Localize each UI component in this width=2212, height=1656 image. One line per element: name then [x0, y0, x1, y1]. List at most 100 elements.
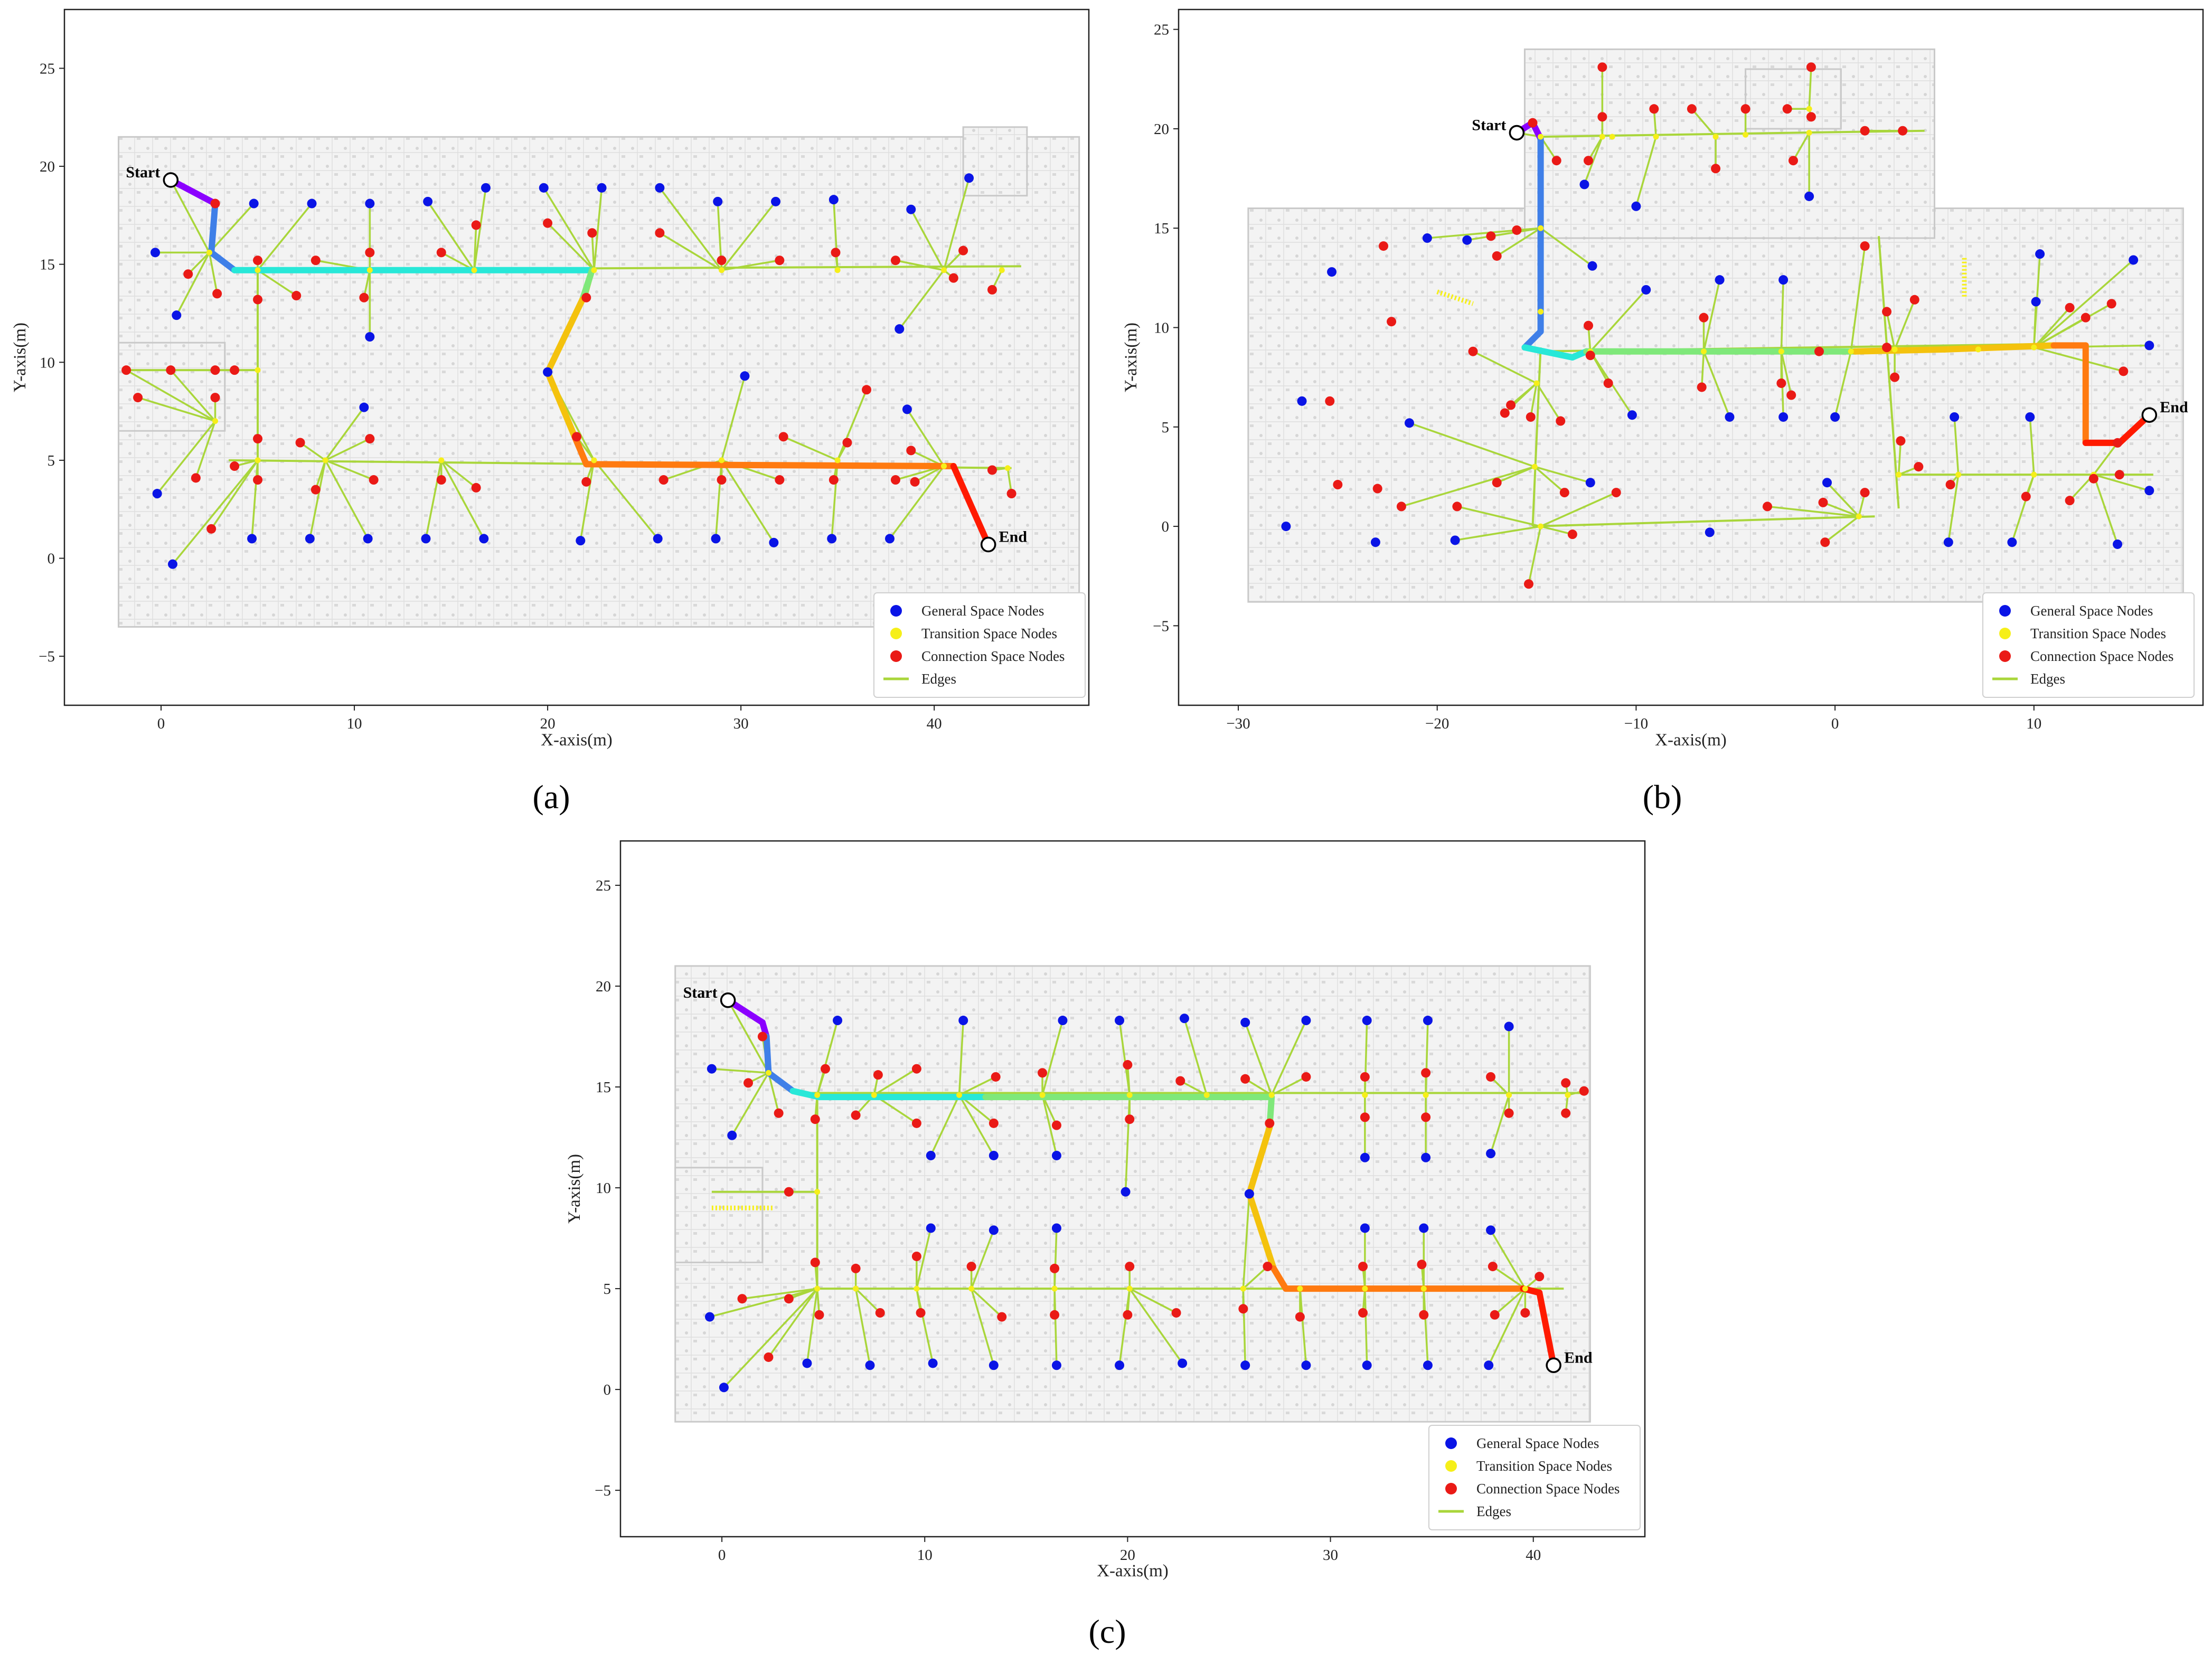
panel-b-general-node	[1725, 412, 1735, 422]
panel-c-general-node	[989, 1225, 999, 1235]
panel-c-connection-node	[764, 1352, 774, 1362]
panel-c-general-node	[1051, 1360, 1061, 1370]
panel-a-connection-node	[572, 432, 581, 442]
panel-a-connection-node	[191, 473, 201, 483]
panel-c-xtick-label: 10	[917, 1547, 933, 1564]
panel-b-connection-node	[1551, 156, 1561, 166]
panel-a-edge	[783, 436, 838, 461]
panel-a-connection-node	[543, 218, 553, 228]
panel-c-connection-node	[997, 1312, 1007, 1322]
panel-b-chart: Start End −30 −20 −10 0 10 −5 0 5 10 15 20 25 X-axis…	[1122, 8, 2204, 816]
panel-b-transition-node	[1538, 225, 1544, 231]
panel-b-ytick-label: 5	[1162, 419, 1170, 436]
panel-c-connection-node	[1520, 1308, 1530, 1318]
panel-b-connection-node	[1584, 156, 1593, 166]
panel-a-edge	[720, 375, 746, 461]
panel-b-edge	[1528, 526, 1542, 584]
panel-a-edges	[122, 177, 1021, 565]
panel-a-xtick-label: 0	[157, 715, 165, 732]
panel-b-transition-node	[1891, 346, 1898, 353]
panel-c-general-node	[1504, 1021, 1514, 1032]
panel-c-nodes: Start End	[683, 984, 1593, 1393]
panel-c-connection-node	[737, 1294, 747, 1304]
panel-a-transition-node	[255, 457, 261, 463]
panel-b-legend-label: Edges	[2030, 671, 2065, 687]
panel-a-connection-node	[210, 393, 220, 403]
panel-b-xtick-label: 10	[2026, 715, 2041, 732]
panel-b-edge	[1702, 279, 1721, 352]
panel-a-edge	[898, 269, 945, 330]
panel-c-general-node	[833, 1016, 843, 1026]
panel-a-general-node	[543, 367, 553, 377]
panel-b-corridor-edge	[1531, 347, 1542, 527]
panel-a-connection-node	[906, 446, 916, 456]
panel-b-connection-node	[2065, 302, 2075, 313]
panel-a-legend-label: General Space Nodes	[921, 603, 1044, 619]
panel-a-connection-node	[436, 475, 446, 485]
panel-a-connection-node	[253, 295, 263, 305]
panel-a-general-node	[365, 198, 375, 209]
panel-b-connection-node	[1611, 488, 1621, 498]
panel-a-edge	[440, 460, 485, 540]
panel-b-edge	[1780, 351, 1792, 395]
panel-a-edge	[175, 252, 211, 316]
panel-c-edge	[971, 1288, 1003, 1318]
panel-c-transition-node	[1506, 1092, 1512, 1098]
panel-b-general-node	[1462, 235, 1472, 245]
panel-a-connection-node	[295, 438, 305, 448]
panel-a-transition-node	[1004, 465, 1011, 471]
panel-c-edge	[958, 1020, 964, 1095]
panel-a-connection-node	[831, 248, 841, 258]
panel-c-connection-node	[1419, 1310, 1429, 1320]
panel-c-edge	[1271, 1076, 1307, 1096]
panel-c-connection-node	[1358, 1308, 1368, 1318]
panel-b-connection-node	[1820, 537, 1830, 547]
panel-a-edge	[251, 460, 259, 539]
panel-c-transition-node	[1362, 1285, 1368, 1292]
panel-a-transition-node	[255, 267, 261, 273]
panel-b-edge	[1894, 299, 1916, 350]
panel-c-transition-node	[814, 1285, 821, 1292]
panel-c-transition-node	[1126, 1285, 1133, 1292]
panel-c-general-node	[1362, 1360, 1372, 1370]
panel-b-connection-node	[1818, 497, 1828, 507]
panel-c-edge	[731, 1072, 769, 1136]
panel-b-transition-node	[1653, 134, 1659, 140]
panel-b-floor-area	[1247, 207, 2184, 603]
panel-a-edge	[325, 459, 374, 481]
panel-c-transition-node	[814, 1189, 821, 1195]
panel-b-xtick-label: 0	[1831, 715, 1839, 732]
panel-b-legend-label: General Space Nodes	[2030, 603, 2153, 619]
panel-b-transition-node	[1955, 471, 1962, 478]
panel-c-connection-node	[1125, 1114, 1135, 1124]
panel-b-connection-node	[1890, 372, 1900, 382]
panel-c-general-node	[1058, 1016, 1068, 1026]
panel-a-connection-node	[862, 385, 872, 395]
panel-c-xtick-label: 20	[1120, 1547, 1135, 1564]
panel-b-ytick-label: 25	[1154, 22, 1169, 39]
panel-b-edge	[1455, 525, 1541, 542]
panel-a-edge	[543, 187, 595, 271]
panel-b-edge	[2033, 307, 2070, 348]
panel-b-ytick-label: −5	[1153, 618, 1169, 635]
panel-c-connection-node	[1360, 1112, 1370, 1122]
panel-b-connection-node	[1506, 400, 1516, 410]
panel-c-connection-node	[1561, 1078, 1571, 1088]
panel-c-connection-node	[814, 1310, 824, 1320]
panel-b-general-node	[1579, 179, 1589, 190]
panel-c-legend-swatch	[1445, 1437, 1457, 1449]
panel-b-general-node	[2113, 539, 2123, 549]
panel-b-edge	[1409, 422, 1535, 468]
panel-b-connection-node	[1914, 462, 1924, 472]
panel-b-transition-node	[1700, 348, 1707, 355]
panel-c-connection-node	[1421, 1068, 1431, 1078]
panel-c-edge	[1243, 1265, 1268, 1290]
panel-a-xtick-label: 40	[927, 715, 942, 732]
panel-a-general-node	[829, 195, 839, 205]
panel-a-route-segment	[544, 296, 586, 375]
panel-b-ytick-label: 0	[1162, 518, 1170, 535]
panel-c-connection-node	[1486, 1072, 1496, 1082]
panel-b-connection-node	[1860, 488, 1870, 498]
panel-b-edge	[1826, 482, 1860, 517]
panel-a-general-node	[363, 534, 373, 544]
